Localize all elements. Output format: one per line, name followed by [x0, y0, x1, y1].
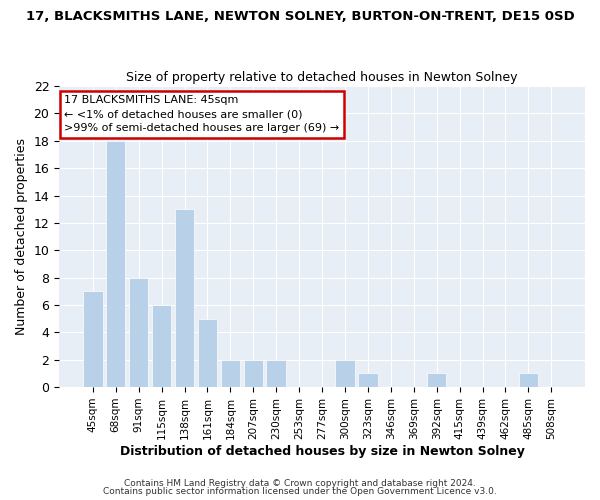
Bar: [518, 374, 538, 387]
Title: Size of property relative to detached houses in Newton Solney: Size of property relative to detached ho…: [127, 70, 518, 84]
Bar: [152, 305, 172, 387]
Bar: [244, 360, 263, 387]
Text: Contains HM Land Registry data © Crown copyright and database right 2024.: Contains HM Land Registry data © Crown c…: [124, 478, 476, 488]
Bar: [129, 278, 148, 387]
Text: 17, BLACKSMITHS LANE, NEWTON SOLNEY, BURTON-ON-TRENT, DE15 0SD: 17, BLACKSMITHS LANE, NEWTON SOLNEY, BUR…: [26, 10, 574, 23]
Bar: [335, 360, 355, 387]
Bar: [175, 209, 194, 387]
Bar: [106, 141, 125, 387]
Text: Contains public sector information licensed under the Open Government Licence v3: Contains public sector information licen…: [103, 487, 497, 496]
Bar: [83, 292, 103, 387]
Bar: [197, 318, 217, 387]
X-axis label: Distribution of detached houses by size in Newton Solney: Distribution of detached houses by size …: [119, 444, 524, 458]
Bar: [427, 374, 446, 387]
Bar: [266, 360, 286, 387]
Bar: [221, 360, 240, 387]
Text: 17 BLACKSMITHS LANE: 45sqm
← <1% of detached houses are smaller (0)
>99% of semi: 17 BLACKSMITHS LANE: 45sqm ← <1% of deta…: [64, 95, 340, 133]
Y-axis label: Number of detached properties: Number of detached properties: [15, 138, 28, 335]
Bar: [358, 374, 377, 387]
